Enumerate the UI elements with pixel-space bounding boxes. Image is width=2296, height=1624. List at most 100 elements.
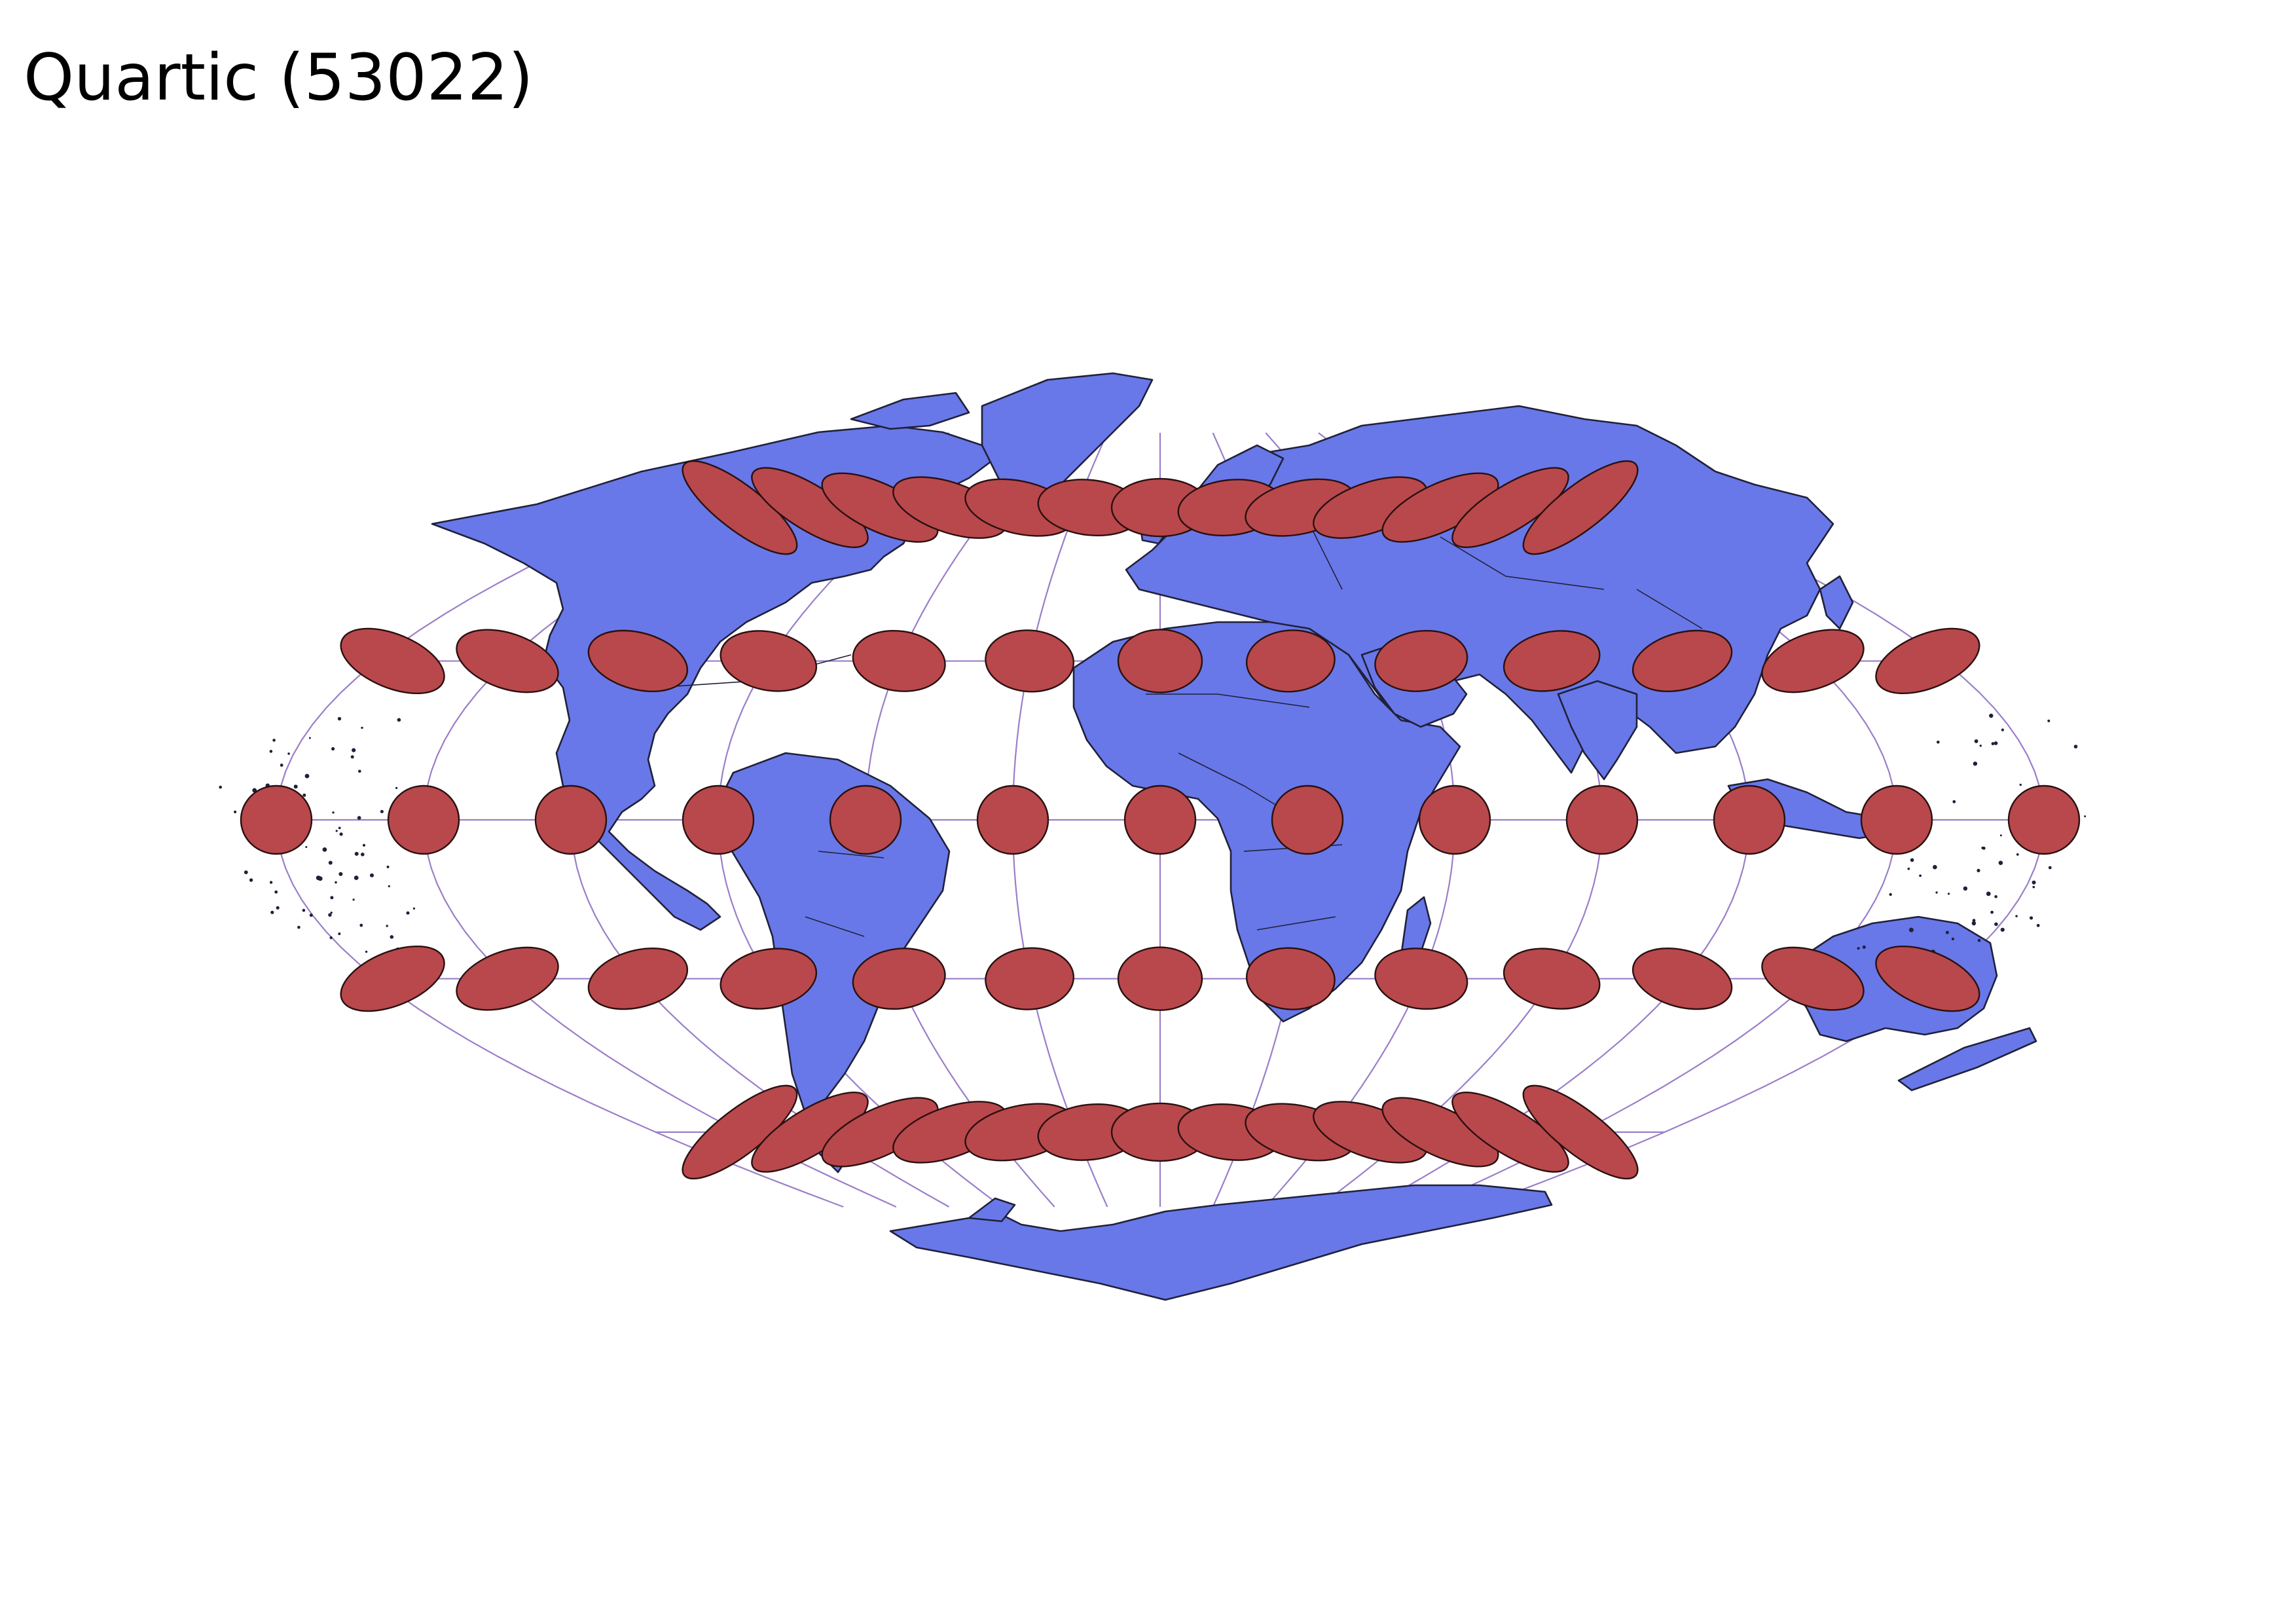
island-dot [272,739,276,742]
island-dot [328,913,332,917]
island-dot [1990,910,1994,914]
tissot-ellipse [976,784,1049,855]
antarctica [889,1184,1553,1301]
island-dot [365,950,368,953]
tissot-indicatrices [240,460,2081,1180]
island-dot [2016,853,2019,856]
island-dot [352,898,355,901]
tissot-ellipse [1117,946,1203,1011]
island-dot [2001,728,2004,731]
island-dot [1933,864,1937,870]
island-dot [330,896,334,900]
island-dot [388,885,390,887]
island-dot [287,752,290,755]
island-dot [2084,815,2086,818]
island-dot [1999,834,2002,837]
tissot-ellipse [587,947,689,1010]
island-dot [1889,893,1892,896]
island-dot [1981,846,1984,849]
tissot-ellipse [1374,629,1468,692]
island-dot [293,784,298,789]
tissot-ellipse [1522,1084,1639,1180]
island-dot [1971,921,1977,926]
island-dot [1974,739,1978,743]
island-dot [395,786,398,789]
tissot-ellipse [682,460,798,555]
tissot-ellipse [1522,460,1639,555]
tissot-ellipse [240,784,313,855]
island-dot [297,925,301,929]
tissot-ellipse [1245,629,1336,693]
island-dot [1963,886,1968,891]
island-dot [390,935,394,939]
tissot-ellipse [1381,1097,1499,1168]
island-dot [332,811,335,814]
island-dot [1935,891,1938,894]
tissot-ellipse [1631,629,1733,693]
island-dot [1979,745,1982,747]
tissot-ellipse [1374,948,1468,1010]
island-dot [1910,858,1914,862]
island-dot [1986,891,1991,896]
island-dot [335,830,338,832]
island-dot [1951,937,1954,940]
tissot-ellipse [456,629,559,693]
tissot-ellipse [821,1097,939,1168]
tissot-ellipse [1245,947,1336,1010]
tissot-ellipse [821,472,939,543]
island-dot [357,816,361,820]
tissot-ellipse [340,945,445,1012]
tissot-ellipse [456,946,559,1011]
map-title: Quartic (53022) [24,41,534,115]
island-dot [1977,938,1981,942]
island-dot [2048,866,2052,870]
tissot-ellipse [985,629,1075,693]
island-dot [2000,927,2005,932]
island-dot [308,737,311,739]
island-dot [352,748,356,752]
island-dot [1994,895,1997,898]
island-dot [302,793,306,797]
tissot-ellipse [2007,784,2081,855]
island-dot [1989,713,1994,718]
island-dot [2032,880,2036,885]
island-dot [359,923,363,927]
island-dot [331,747,335,751]
madagascar [1400,896,1432,964]
island-dot [2073,745,2078,748]
antarctic-peninsula [968,1197,1016,1223]
island-dot [1994,741,1998,745]
greenland [981,372,1154,506]
island-dot [322,847,327,852]
tissot-ellipse [1565,784,1639,855]
island-dot [2032,885,2035,889]
island-dot [1972,919,1976,922]
island-dot [234,810,237,813]
tissot-ellipse [1451,1091,1569,1173]
island-dot [338,872,343,876]
island-dot [274,890,278,894]
arctic-islands [850,392,970,430]
tissot-ellipse [829,784,902,855]
island-dot [339,832,343,836]
island-dot [249,878,253,882]
island-dot [354,851,359,856]
island-dot [1948,893,1950,895]
island-dot [1952,800,1956,803]
island-dot [329,936,333,940]
tissot-ellipse [1875,945,1980,1012]
tissot-ellipse [720,630,818,692]
island-dot [270,910,274,914]
island-dot [328,860,333,865]
island-dot [380,809,384,813]
tissot-ellipse [852,629,946,692]
tissot-ellipse [682,784,755,855]
island-dot [1998,860,2003,865]
tissot-ellipse [1418,784,1491,855]
island-dot [1919,874,1922,877]
island-dot [1937,741,1940,744]
island-dot [361,726,363,729]
island-dot [269,881,273,884]
island-dot [2019,783,2022,786]
